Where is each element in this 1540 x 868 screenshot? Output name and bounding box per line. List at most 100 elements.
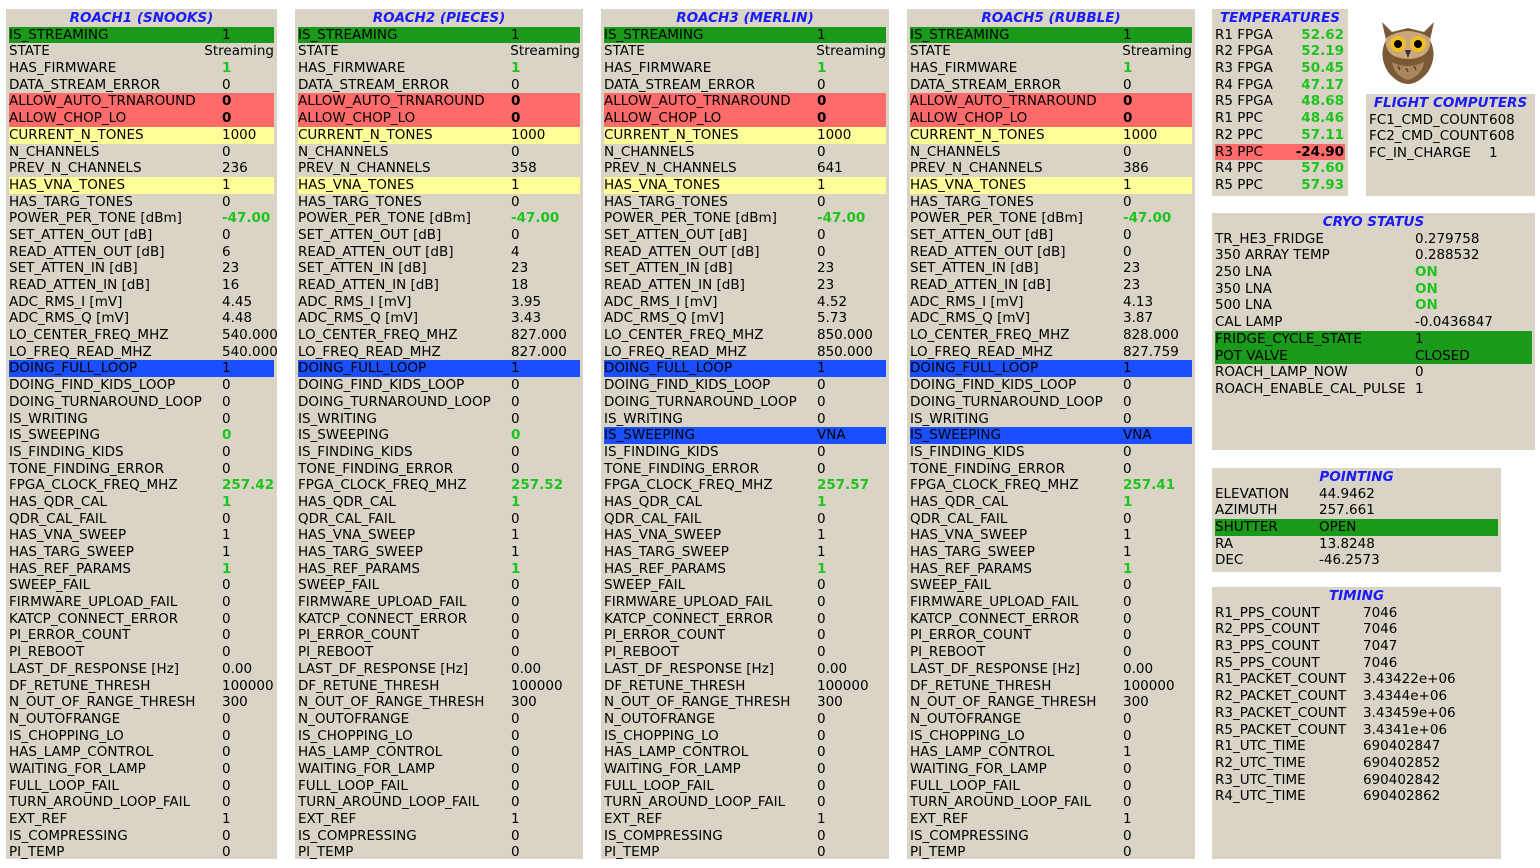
row-label: IS_STREAMING — [298, 26, 398, 43]
row-pot-valve: POT VALVE CLOSED — [1215, 347, 1532, 365]
row-label: READ_ATTEN_OUT [dB] — [9, 243, 165, 260]
row-label: R3_PPS_COUNT — [1215, 638, 1320, 655]
row-label: R1 PPC — [1215, 110, 1263, 127]
row-allow-chop-lo: ALLOW_CHOP_LO 0 — [910, 110, 1192, 127]
row-has-ref-params: HAS_REF_PARAMS 1 — [298, 561, 580, 578]
row-value: 641 — [817, 160, 843, 177]
row-has-targ-tones: HAS_TARG_TONES 0 — [604, 194, 886, 211]
row-label: RA — [1215, 535, 1234, 552]
row-label: ADC_RMS_Q [mV] — [298, 310, 418, 327]
row-elevation: ELEVATION 44.9462 — [1215, 486, 1498, 503]
row-label: WAITING_FOR_LAMP — [910, 760, 1047, 777]
row-roach-lamp-now: ROACH_LAMP_NOW 0 — [1215, 364, 1532, 381]
row-value: 0 — [222, 794, 231, 811]
row-value: 0 — [511, 777, 520, 794]
row-r3-fpga: R3 FPGA 50.45 — [1215, 60, 1345, 77]
row-value: 1 — [511, 560, 521, 577]
row-fc2-cmd-count: FC2_CMD_COUNT 608 — [1369, 128, 1532, 145]
row-value: 13.8248 — [1319, 535, 1375, 552]
row-is-streaming: IS_STREAMING 1 — [9, 26, 274, 44]
row-fc-in-charge: FC_IN_CHARGE 1 — [1369, 145, 1532, 162]
row-waiting-for-lamp: WAITING_FOR_LAMP 0 — [604, 761, 886, 778]
row-value: 0 — [222, 510, 231, 527]
row-value: 0 — [817, 243, 826, 260]
row-value: 0 — [1123, 777, 1132, 794]
row-value: 827.000 — [511, 327, 567, 344]
row-label: IS_WRITING — [298, 410, 377, 427]
row-label: R1_UTC_TIME — [1215, 738, 1306, 755]
row-label: LAST_DF_RESPONSE [Hz] — [9, 660, 180, 677]
row-label: DOING_FIND_KIDS_LOOP — [910, 377, 1077, 394]
row-value: 23 — [1123, 260, 1141, 277]
row-value: 52.62 — [1301, 26, 1344, 43]
row-fpga-clock-freq-mhz: FPGA_CLOCK_FREQ_MHZ 257.41 — [910, 477, 1192, 494]
row-label: FIRMWARE_UPLOAD_FAIL — [910, 594, 1079, 611]
row-value: 1 — [817, 493, 827, 510]
row-label: DOING_FULL_LOOP — [910, 360, 1039, 377]
row-label: AZIMUTH — [1215, 502, 1278, 519]
row-r3-utc-time: R3_UTC_TIME 690402842 — [1215, 772, 1498, 789]
row-value: 1 — [222, 176, 231, 193]
row-has-ref-params: HAS_REF_PARAMS 1 — [910, 561, 1192, 578]
row-label: FIRMWARE_UPLOAD_FAIL — [298, 594, 467, 611]
row-label: IS_CHOPPING_LO — [9, 727, 124, 744]
cryo-status-panel: CRYO STATUS TR_HE3_FRIDGE 0.279758 350 ARRA… — [1212, 213, 1535, 450]
roach1-panel: ROACH1 (SNOOKS) IS_STREAMING 1 STATE Streami… — [6, 9, 277, 859]
row-value: 0 — [222, 827, 231, 844]
row-label: HAS_TARG_SWEEP — [9, 544, 134, 560]
row-value: 0 — [222, 427, 232, 444]
row-value: 300 — [1123, 694, 1149, 711]
row-label: HAS_FIRMWARE — [910, 60, 1018, 77]
row-value: 1 — [511, 60, 521, 77]
row-label: 350 ARRAY TEMP — [1215, 247, 1330, 264]
row-has-targ-sweep: HAS_TARG_SWEEP 1 — [298, 544, 580, 561]
row-tr-he3-fridge: TR_HE3_FRIDGE 0.279758 — [1215, 231, 1532, 248]
row-has-firmware: HAS_FIRMWARE 1 — [9, 60, 274, 77]
row-value: 57.60 — [1301, 160, 1344, 177]
row-r4-fpga: R4 FPGA 47.17 — [1215, 77, 1345, 94]
row-fridge-cycle-state: FRIDGE_CYCLE_STATE 1 — [1215, 330, 1532, 348]
row-r3-pps-count: R3_PPS_COUNT 7047 — [1215, 638, 1498, 655]
row-label: SET_ATTEN_OUT [dB] — [910, 226, 1054, 243]
row-value: 23 — [511, 260, 529, 277]
row-n-outofrange: N_OUTOFRANGE 0 — [910, 711, 1192, 728]
row-pi-error-count: PI_ERROR_COUNT 0 — [9, 627, 274, 644]
row-r2-utc-time: R2_UTC_TIME 690402852 — [1215, 755, 1498, 772]
row-firmware-upload-fail: FIRMWARE_UPLOAD_FAIL 0 — [910, 594, 1192, 611]
row-value: 257.661 — [1319, 502, 1375, 519]
row-r5-packet-count: R5_PACKET_COUNT 3.4341e+06 — [1215, 722, 1498, 739]
row-label: PI_ERROR_COUNT — [910, 627, 1032, 644]
row-doing-full-loop: DOING_FULL_LOOP 1 — [604, 360, 886, 378]
row-read-atten-in-db: READ_ATTEN_IN [dB] 18 — [298, 277, 580, 294]
row-label: DOING_TURNAROUND_LOOP — [604, 393, 797, 410]
row-label: LO_CENTER_FREQ_MHZ — [910, 327, 1070, 344]
row-lo-center-freq-mhz: LO_CENTER_FREQ_MHZ 827.000 — [298, 327, 580, 344]
row-allow-auto-trnaround: ALLOW_AUTO_TRNAROUND 0 — [910, 93, 1192, 111]
row-value: 690402842 — [1363, 771, 1441, 788]
row-value: 1 — [1123, 360, 1132, 377]
row-power-per-tone-dbm: POWER_PER_TONE [dBm] -47.00 — [604, 210, 886, 227]
row-firmware-upload-fail: FIRMWARE_UPLOAD_FAIL 0 — [298, 594, 580, 611]
row-label: ALLOW_CHOP_LO — [298, 110, 416, 127]
row-label: LO_CENTER_FREQ_MHZ — [604, 327, 764, 344]
row-last-df-response-hz: LAST_DF_RESPONSE [Hz] 0.00 — [298, 661, 580, 678]
row-value: 3.43422e+06 — [1363, 671, 1456, 688]
row-label: DOING_FULL_LOOP — [604, 360, 733, 377]
row-has-lamp-control: HAS_LAMP_CONTROL 1 — [910, 744, 1192, 761]
row-label: SWEEP_FAIL — [910, 577, 992, 594]
row-doing-find-kids-loop: DOING_FIND_KIDS_LOOP 0 — [910, 377, 1192, 394]
row-state: STATE Streaming — [298, 43, 580, 60]
row-pi-reboot: PI_REBOOT 0 — [604, 644, 886, 661]
row-data-stream-error: DATA_STREAM_ERROR 0 — [9, 77, 274, 94]
row-doing-turnaround-loop: DOING_TURNAROUND_LOOP 0 — [9, 394, 274, 411]
row-read-atten-out-db: READ_ATTEN_OUT [dB] 0 — [910, 244, 1192, 261]
panel-title: ROACH3 (MERLIN) — [676, 10, 814, 26]
row-label: N_CHANNELS — [910, 143, 1001, 160]
row-set-atten-out-db: SET_ATTEN_OUT [dB] 0 — [9, 227, 274, 244]
row-value: 257.57 — [817, 477, 870, 494]
row-value: 1000 — [222, 126, 257, 143]
panel-title: FLIGHT COMPUTERS — [1373, 95, 1528, 111]
row-label: IS_COMPRESSING — [604, 827, 723, 844]
row-label: ALLOW_AUTO_TRNAROUND — [298, 93, 485, 110]
row-value: 1 — [1123, 560, 1133, 577]
